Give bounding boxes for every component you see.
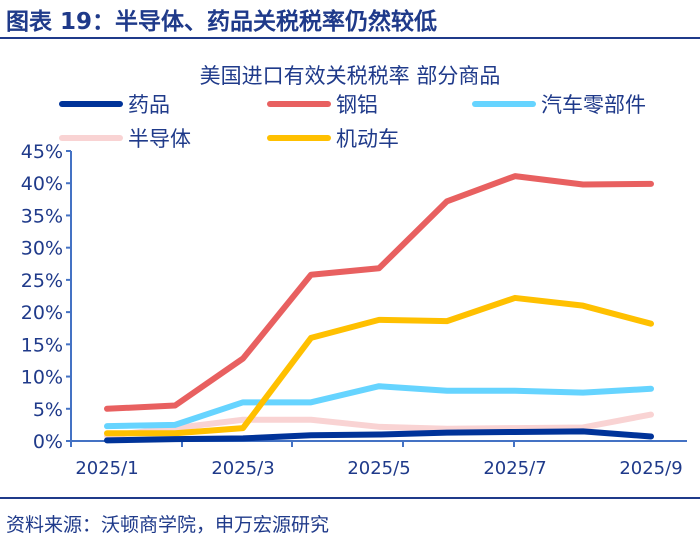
y-tick-label: 5% <box>33 399 63 421</box>
x-tick-label: 2025/1 <box>75 458 138 479</box>
y-tick-label: 40% <box>21 173 63 195</box>
series-line-5 <box>104 294 654 437</box>
y-tick-label: 35% <box>21 205 63 227</box>
y-tick-label: 20% <box>21 302 63 324</box>
series-line-3 <box>104 383 654 430</box>
y-tick-label: 10% <box>21 367 63 389</box>
y-tick-label: 45% <box>21 141 63 163</box>
top-rule <box>0 37 700 39</box>
x-tick-label: 2025/3 <box>211 458 274 479</box>
y-tick-label: 25% <box>21 270 63 292</box>
chart-title: 美国进口有效关税税率 部分商品 <box>199 64 501 88</box>
series-line-2 <box>104 173 654 412</box>
legend-label: 药品 <box>128 93 170 117</box>
legend-label: 汽车零部件 <box>541 93 646 117</box>
x-tick-label: 2025/7 <box>483 458 546 479</box>
y-tick-label: 0% <box>33 431 63 453</box>
x-tick-label: 2025/9 <box>619 458 682 479</box>
legend-label: 钢铝 <box>336 93 378 117</box>
series-line-4 <box>104 411 654 439</box>
source-note: 资料来源：沃顿商学院，申万宏源研究 <box>6 514 330 536</box>
bottom-rule <box>0 497 700 499</box>
y-tick-label: 30% <box>21 238 63 260</box>
y-tick-label: 15% <box>21 334 63 356</box>
legend-label: 半导体 <box>128 127 191 151</box>
series-line-1 <box>104 428 654 444</box>
legend-label: 机动车 <box>336 127 399 151</box>
figure-title: 图表 19：半导体、药品关税税率仍然较低 <box>6 9 438 35</box>
x-tick-label: 2025/5 <box>347 458 410 479</box>
